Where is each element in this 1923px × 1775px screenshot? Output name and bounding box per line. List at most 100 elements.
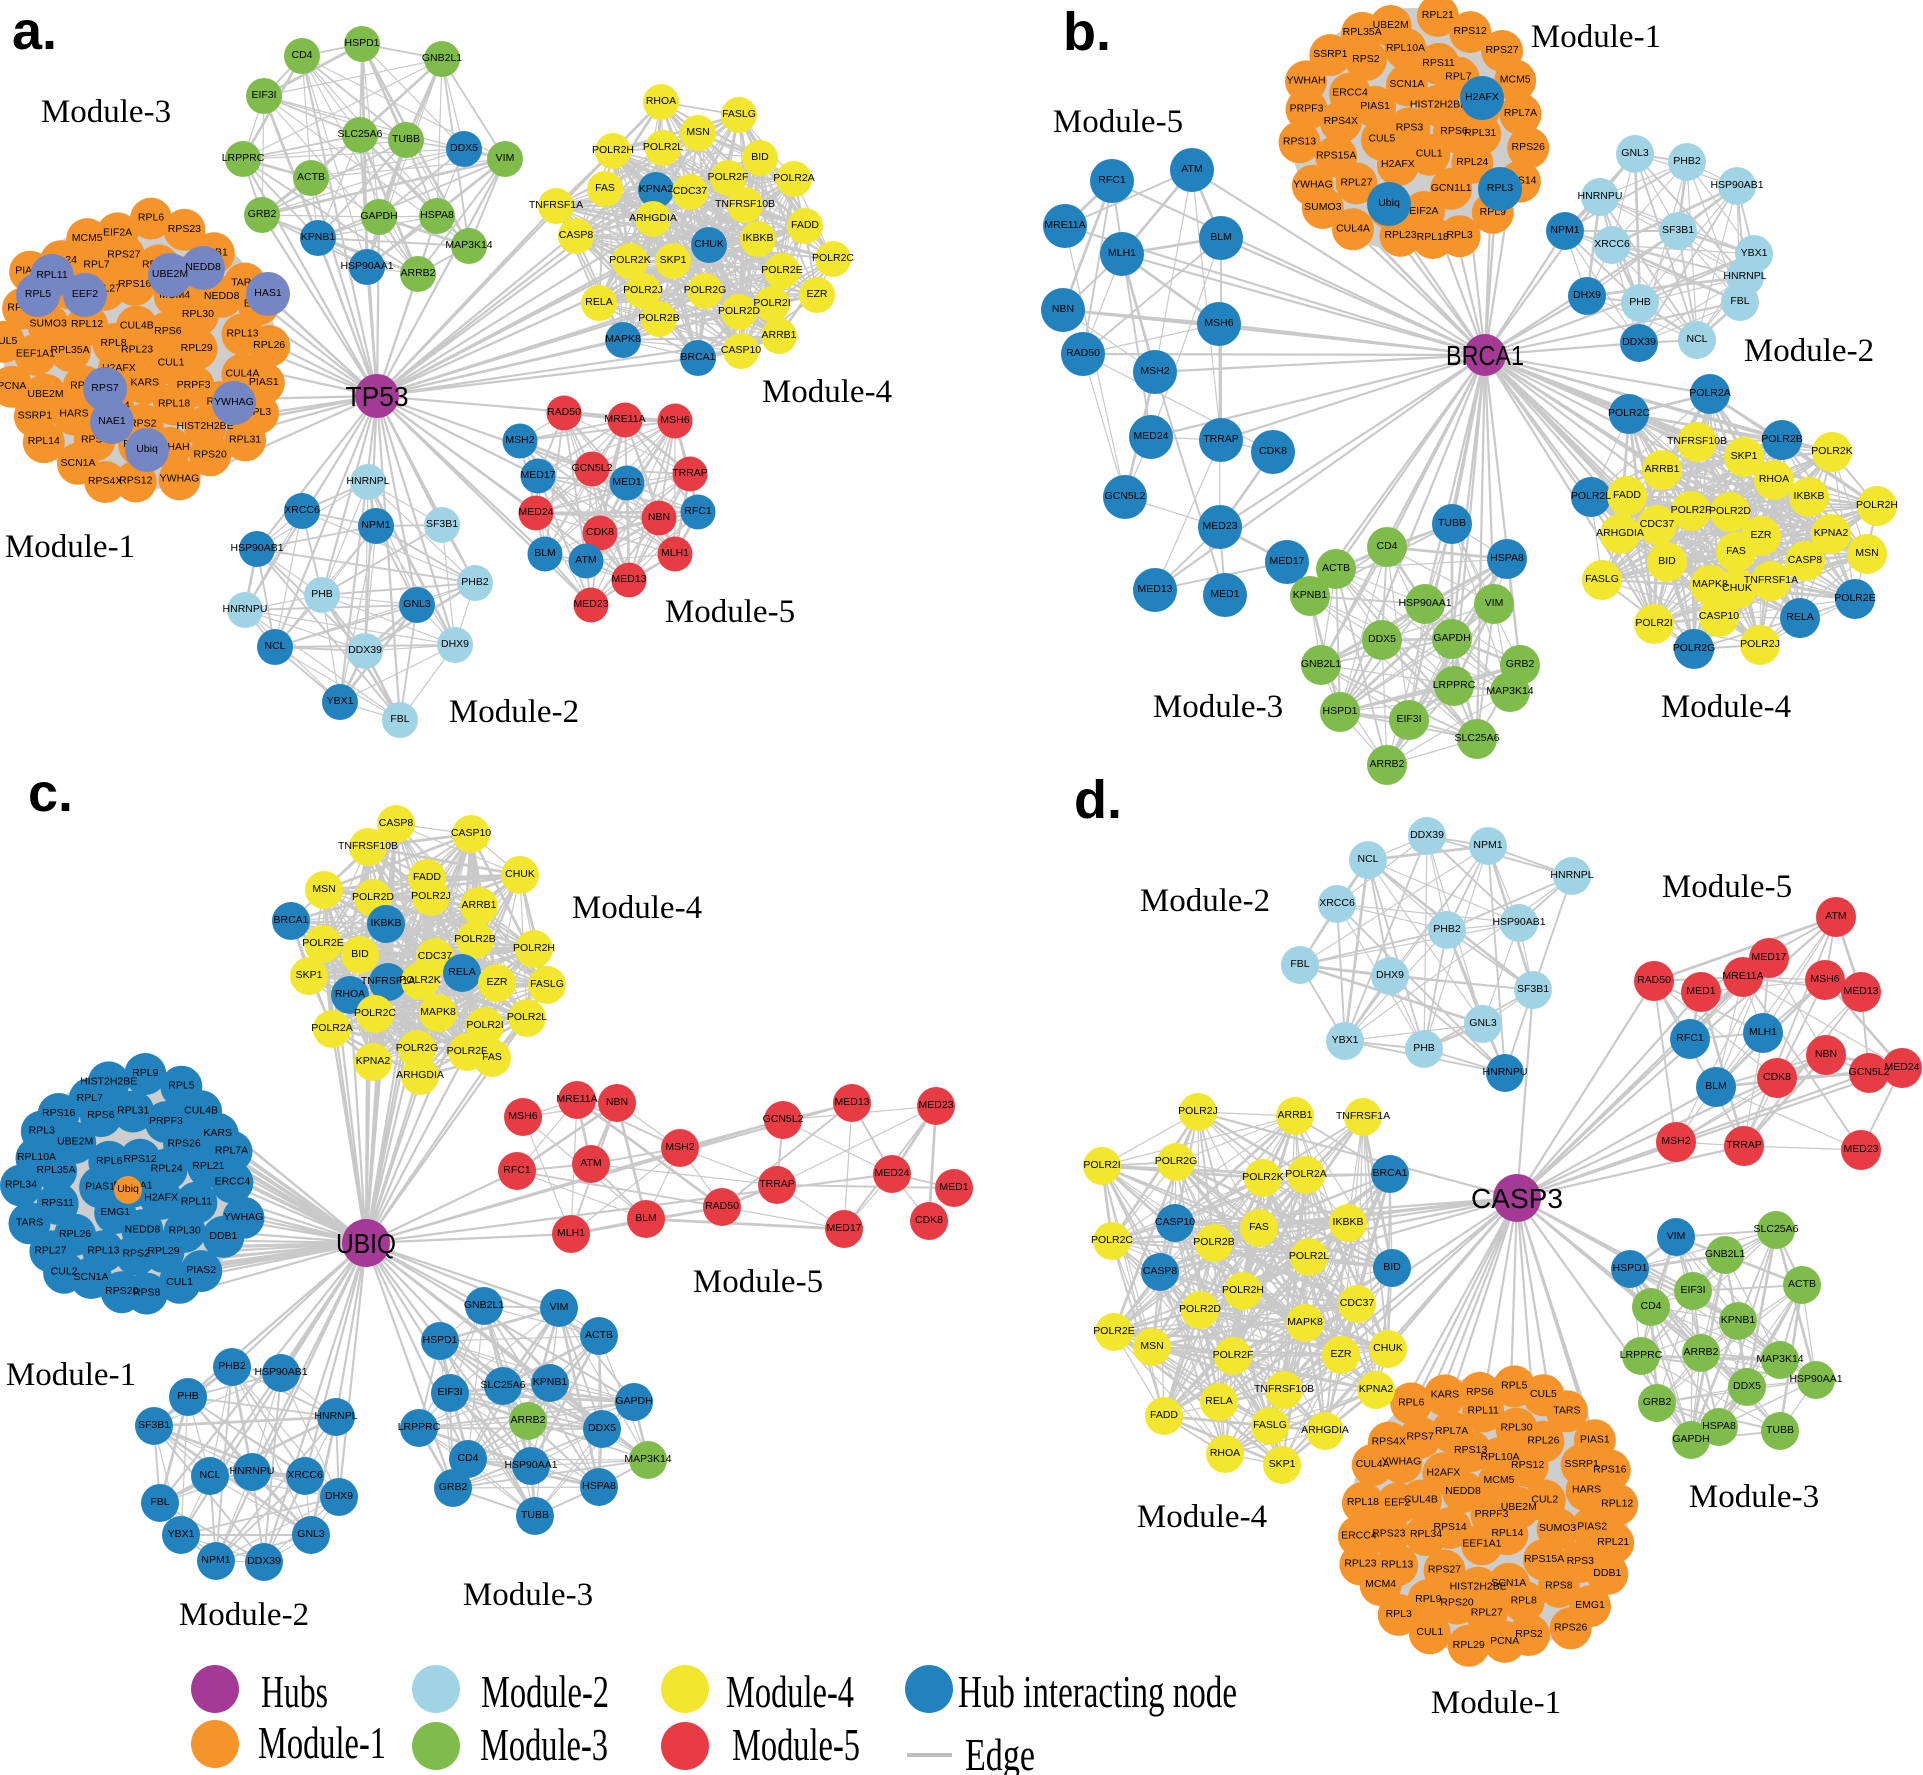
svg-text:CD4: CD4 — [291, 49, 312, 61]
svg-text:MSN: MSN — [1855, 547, 1878, 559]
svg-text:SLC25A6: SLC25A6 — [338, 128, 383, 140]
svg-text:RPS4X: RPS4X — [1372, 1436, 1406, 1448]
svg-text:UBE2M: UBE2M — [1501, 1501, 1537, 1513]
svg-text:RPL26: RPL26 — [253, 339, 285, 351]
svg-text:KPNB1: KPNB1 — [301, 231, 336, 243]
svg-text:HSP90AB1: HSP90AB1 — [1492, 916, 1545, 928]
svg-text:SF3B1: SF3B1 — [1517, 983, 1549, 995]
svg-text:c.: c. — [28, 763, 73, 823]
svg-text:PCNA: PCNA — [0, 380, 26, 392]
svg-text:HNRNPU: HNRNPU — [230, 1465, 275, 1477]
svg-text:RPL7: RPL7 — [77, 1092, 103, 1104]
svg-text:RPL11: RPL11 — [181, 1196, 212, 1208]
svg-text:RAD50: RAD50 — [1066, 347, 1100, 359]
svg-text:Module-4: Module-4 — [1137, 1499, 1267, 1535]
svg-text:ARRB1: ARRB1 — [461, 899, 496, 911]
svg-text:POLR2K: POLR2K — [1811, 445, 1852, 457]
svg-text:POLR2E: POLR2E — [1093, 1325, 1134, 1337]
svg-text:MED17: MED17 — [1269, 555, 1304, 567]
svg-text:RPL3: RPL3 — [1446, 229, 1472, 241]
svg-text:Module-3: Module-3 — [1153, 689, 1283, 725]
svg-text:RPS6: RPS6 — [1466, 1386, 1494, 1398]
svg-text:NCL: NCL — [264, 640, 285, 652]
svg-text:H2AFX: H2AFX — [1465, 91, 1499, 103]
svg-text:RPL29: RPL29 — [1453, 1639, 1485, 1651]
svg-text:YBX1: YBX1 — [327, 695, 354, 707]
svg-text:Ubiq: Ubiq — [117, 1183, 139, 1195]
svg-text:RPL34: RPL34 — [1410, 1528, 1442, 1540]
svg-text:EZR: EZR — [807, 288, 828, 300]
svg-text:GNB2L1: GNB2L1 — [1705, 1248, 1745, 1260]
svg-text:b.: b. — [1063, 2, 1111, 62]
svg-text:EEF1A1: EEF1A1 — [1462, 1537, 1501, 1549]
svg-text:Module-5: Module-5 — [732, 1719, 860, 1770]
svg-text:HAS1: HAS1 — [254, 287, 282, 299]
svg-text:CD4: CD4 — [1640, 1300, 1661, 1312]
svg-text:Module-4: Module-4 — [1661, 689, 1791, 725]
svg-text:CDC37: CDC37 — [1340, 1297, 1375, 1309]
svg-text:TUBB: TUBB — [1766, 1424, 1794, 1436]
svg-text:MLH1: MLH1 — [557, 1227, 585, 1239]
svg-text:MED13: MED13 — [834, 1096, 869, 1108]
svg-text:POLR2F: POLR2F — [708, 171, 749, 183]
svg-text:MED1: MED1 — [612, 476, 641, 488]
svg-text:NBN: NBN — [1052, 303, 1074, 315]
svg-text:MSN: MSN — [1140, 1340, 1163, 1352]
svg-text:RPS16: RPS16 — [118, 278, 151, 290]
svg-text:POLR2G: POLR2G — [684, 284, 727, 296]
svg-text:YWHAG: YWHAG — [224, 1211, 264, 1223]
svg-text:CDK8: CDK8 — [586, 526, 614, 538]
svg-text:RPL18: RPL18 — [158, 398, 190, 410]
svg-text:MAPK8: MAPK8 — [420, 1006, 456, 1018]
svg-text:Module-2: Module-2 — [179, 1597, 309, 1633]
svg-text:SSRP1: SSRP1 — [18, 410, 53, 422]
svg-text:TRRAP: TRRAP — [1203, 433, 1239, 445]
svg-text:RPL7A: RPL7A — [1435, 1425, 1468, 1437]
svg-text:RPL24: RPL24 — [151, 1162, 183, 1174]
svg-text:HSP90AA1: HSP90AA1 — [340, 260, 393, 272]
svg-text:ACTB: ACTB — [1322, 562, 1350, 574]
svg-text:RFC1: RFC1 — [1098, 174, 1126, 186]
svg-text:RPL31: RPL31 — [117, 1105, 149, 1117]
svg-text:NEDD8: NEDD8 — [125, 1223, 161, 1235]
svg-text:PHB: PHB — [1413, 1042, 1435, 1054]
svg-text:HNRNPL: HNRNPL — [1723, 270, 1766, 282]
svg-text:RAD50: RAD50 — [705, 1200, 739, 1212]
svg-text:ARRB2: ARRB2 — [1369, 758, 1404, 770]
svg-text:RPS2: RPS2 — [122, 1248, 150, 1260]
svg-text:EZR: EZR — [1751, 529, 1772, 541]
svg-text:SCN1A: SCN1A — [1491, 1577, 1526, 1589]
svg-text:POLR2H: POLR2H — [592, 144, 634, 156]
svg-text:EIF3I: EIF3I — [251, 89, 276, 101]
svg-text:MED13: MED13 — [611, 573, 646, 585]
svg-text:DDX5: DDX5 — [1733, 1380, 1761, 1392]
svg-text:Module-4: Module-4 — [726, 1666, 854, 1717]
svg-text:PIAS1: PIAS1 — [85, 1180, 115, 1192]
svg-text:MSH2: MSH2 — [1140, 365, 1169, 377]
svg-text:RPS7: RPS7 — [91, 382, 119, 394]
svg-text:MED17: MED17 — [520, 469, 555, 481]
svg-text:BLM: BLM — [1210, 231, 1232, 243]
svg-text:DDX5: DDX5 — [588, 1422, 616, 1434]
svg-text:RPS12: RPS12 — [119, 475, 152, 487]
svg-text:ACTB: ACTB — [585, 1329, 613, 1341]
svg-text:IKBKB: IKBKB — [743, 232, 774, 244]
svg-text:MSH6: MSH6 — [508, 1110, 537, 1122]
svg-text:SCN1A: SCN1A — [60, 457, 95, 469]
svg-text:NAE1: NAE1 — [98, 415, 126, 427]
svg-text:RHOA: RHOA — [646, 95, 676, 107]
svg-text:FAS: FAS — [1249, 1221, 1269, 1233]
svg-text:MRE11A: MRE11A — [1044, 219, 1085, 231]
svg-text:Module-3: Module-3 — [41, 94, 171, 130]
svg-text:RPL26: RPL26 — [59, 1228, 91, 1240]
svg-text:GNL3: GNL3 — [403, 598, 431, 610]
svg-text:UBE2M: UBE2M — [152, 268, 188, 280]
svg-text:NBN: NBN — [648, 511, 670, 523]
svg-text:MSN: MSN — [686, 126, 709, 138]
svg-text:POLR2I: POLR2I — [753, 297, 790, 309]
svg-text:RPL14: RPL14 — [28, 435, 60, 447]
svg-text:BID: BID — [751, 151, 769, 163]
svg-text:RPL30: RPL30 — [182, 308, 214, 320]
svg-text:RPL5: RPL5 — [168, 1080, 194, 1092]
svg-text:RPL7A: RPL7A — [215, 1145, 248, 1157]
